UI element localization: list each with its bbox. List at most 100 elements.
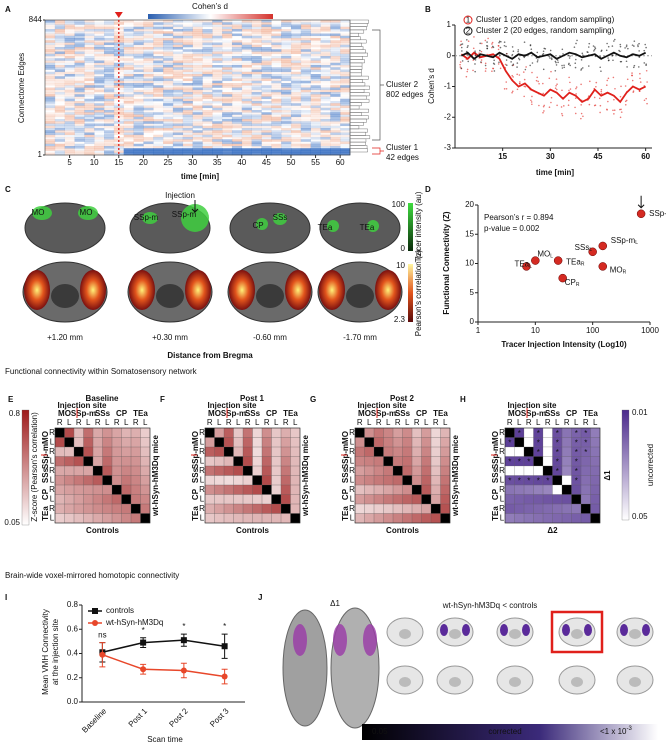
heatmap-cell xyxy=(241,101,252,104)
heatmap-cell xyxy=(281,27,291,30)
heatmap-cell xyxy=(241,53,252,57)
heatmap-cell xyxy=(163,58,174,61)
heatmap-cell xyxy=(320,125,331,129)
dendrogram xyxy=(350,108,369,113)
heatmap-cell xyxy=(261,26,272,30)
heatmap-cell xyxy=(320,65,331,68)
heatmap-cell xyxy=(290,119,302,122)
heatmap-cell xyxy=(222,60,233,64)
heatmap-cell xyxy=(113,80,125,84)
jitter-dot xyxy=(556,104,558,107)
matrix-cell xyxy=(542,513,553,524)
heatmap-cell xyxy=(143,133,153,136)
matrix-cell xyxy=(271,437,282,448)
heatmap-cell xyxy=(271,146,282,149)
matrix-cell xyxy=(242,484,253,495)
heatmap-cell xyxy=(153,31,164,34)
heatmap-cell xyxy=(241,80,252,84)
heatmap-cell xyxy=(74,69,85,73)
heatmap-cell xyxy=(84,85,95,88)
heatmap-cell xyxy=(222,24,233,28)
matrix-cell xyxy=(542,437,553,448)
heatmap-cell xyxy=(271,83,282,86)
heatmap-cell xyxy=(94,44,105,48)
heatmap-cell xyxy=(330,130,341,133)
matrix-cell xyxy=(223,513,234,524)
heatmap-cell xyxy=(54,92,65,95)
heatmap-cell xyxy=(192,123,203,127)
highlight-box xyxy=(550,610,604,654)
heatmap-cell xyxy=(64,22,75,25)
heatmap-cell xyxy=(290,42,302,46)
heatmap-cell xyxy=(340,103,351,106)
heatmap-cell xyxy=(192,51,203,55)
heatmap-cell xyxy=(153,92,164,95)
heatmap-cell xyxy=(290,87,302,91)
heatmap-cell xyxy=(163,112,174,115)
heatmap-cell xyxy=(54,89,65,93)
heatmap-cell xyxy=(241,76,252,79)
significance-marker: * xyxy=(575,457,578,466)
heatmap-cell xyxy=(320,29,331,32)
heatmap-cell xyxy=(104,103,115,106)
heatmap-cell xyxy=(281,146,292,149)
matrix-cell xyxy=(73,446,84,457)
region-label: MO xyxy=(208,409,221,418)
matrix-cell xyxy=(290,494,301,505)
heatmap-cell xyxy=(74,85,85,88)
heatmap-cell xyxy=(153,76,164,79)
heatmap-cell xyxy=(84,49,95,52)
heatmap-cell xyxy=(251,83,262,86)
heatmap-cell xyxy=(241,83,252,86)
heatmap-cell xyxy=(84,67,95,70)
hemisphere-label: R xyxy=(199,447,205,456)
jitter-dot xyxy=(486,47,488,50)
heatmap-cell xyxy=(74,101,85,104)
heatmap-cell xyxy=(231,150,243,154)
region-label: TEa xyxy=(283,409,298,418)
heatmap-cell xyxy=(74,49,85,52)
heatmap-cell xyxy=(310,134,321,138)
jitter-dot xyxy=(511,74,514,77)
matrix-cell xyxy=(121,446,132,457)
heatmap-cell xyxy=(271,56,282,59)
heatmap-cell xyxy=(182,24,193,28)
heatmap-cell xyxy=(261,121,272,124)
heatmap-cell xyxy=(340,101,351,104)
heatmap-cell xyxy=(55,142,65,145)
heatmap-cell xyxy=(300,110,311,113)
arrow xyxy=(637,195,645,209)
heatmap-cell xyxy=(310,123,321,127)
heatmap-cell xyxy=(300,56,311,59)
jitter-dot xyxy=(561,48,564,51)
heatmap-cell xyxy=(340,83,351,86)
heatmap-cell xyxy=(104,62,115,66)
heatmap-cell xyxy=(123,40,134,43)
heatmap-cell xyxy=(231,71,243,75)
heatmap-cell xyxy=(172,150,184,154)
heatmap-cell xyxy=(212,22,223,25)
heatmap-cell xyxy=(153,56,164,59)
heatmap-cell xyxy=(202,40,213,43)
heatmap-cell xyxy=(54,139,65,142)
panel-label: F xyxy=(160,395,165,404)
matrix-cell xyxy=(204,437,215,448)
matrix-cell xyxy=(242,456,253,467)
axis-title: Distance from Bregma xyxy=(167,351,253,360)
heatmap-cell xyxy=(172,114,184,118)
jitter-dot xyxy=(460,67,463,69)
heatmap-cell xyxy=(54,94,65,97)
heatmap-cell xyxy=(45,26,56,30)
heatmap-cell xyxy=(172,134,184,138)
heatmap-cell xyxy=(94,60,105,64)
heatmap-cell xyxy=(271,76,282,79)
matrix-cell xyxy=(233,465,244,476)
matrix-cell xyxy=(392,427,403,438)
matrix-cell xyxy=(130,503,141,514)
heatmap-cell xyxy=(94,58,105,61)
heatmap-cell xyxy=(281,137,292,140)
hemisphere-label: L xyxy=(350,456,355,465)
matrix-cell xyxy=(233,484,244,495)
jitter-dot xyxy=(619,45,622,48)
heatmap-cell xyxy=(271,98,282,102)
